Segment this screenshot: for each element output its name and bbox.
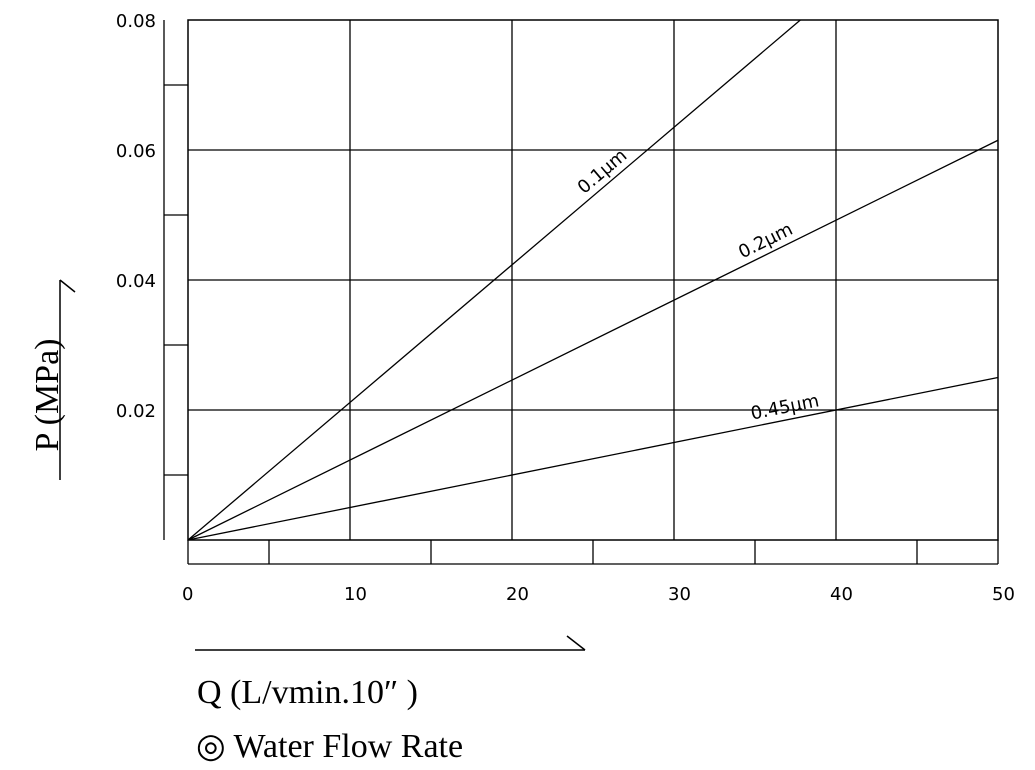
x-axis-arrow-head — [566, 635, 586, 651]
x-tick-label: 0 — [182, 584, 193, 605]
y-tick-label: 0.06 — [116, 141, 156, 162]
x-tick-label: 20 — [506, 584, 529, 605]
series-label: 0.45μm — [749, 390, 821, 424]
x-axis-title: Q (L/vmin.10″ ) — [197, 674, 418, 711]
x-axis-title-group: Q (L/vmin.10″ ) — [195, 635, 586, 711]
x-tick-label: 40 — [830, 584, 853, 605]
x-tick-label: 30 — [668, 584, 691, 605]
y-axis-title-group: P (MPa) — [29, 279, 76, 480]
y-tick-label: 0.02 — [116, 401, 156, 422]
series-line — [187, 139, 999, 541]
grid — [187, 19, 999, 541]
series-line — [187, 376, 999, 541]
y-tick-label: 0.04 — [116, 271, 156, 292]
chart-caption: ◎ Water Flow Rate — [196, 728, 463, 765]
x-tick-label: 50 — [992, 584, 1015, 605]
y-axis-arrow-head — [59, 279, 76, 293]
series-lines — [187, 19, 999, 541]
series-label: 0.2μm — [735, 219, 796, 263]
ticks: 0 10 20 30 40 50 0.02 0.04 0.06 0.08 — [116, 11, 1015, 605]
y-tick-label: 0.08 — [116, 11, 156, 32]
series-line — [187, 19, 801, 541]
x-tick-label: 10 — [344, 584, 367, 605]
